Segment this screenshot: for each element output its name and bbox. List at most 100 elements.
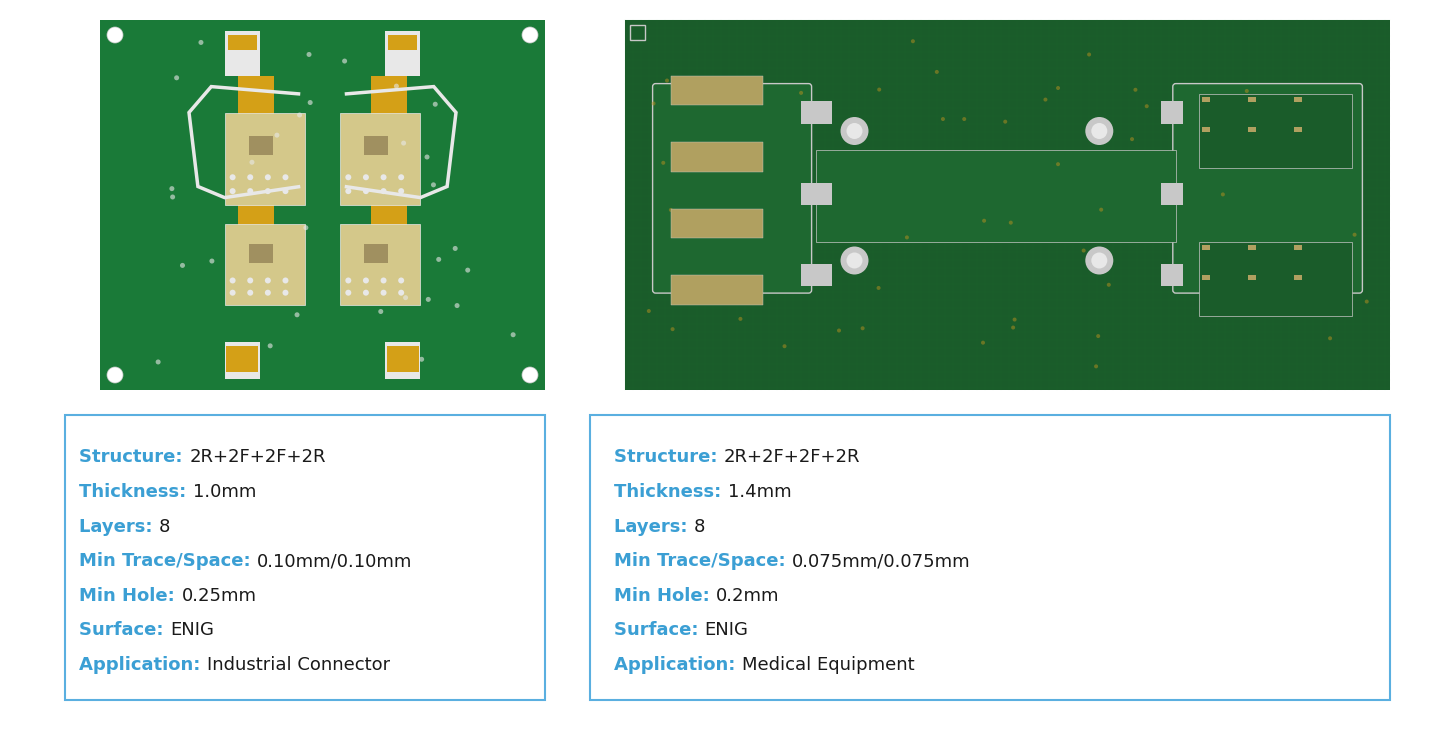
Bar [384,31,420,75]
Circle shape [1012,326,1014,329]
Circle shape [308,100,312,105]
Circle shape [1206,112,1209,116]
Bar [1248,97,1256,102]
Circle shape [295,312,299,318]
Bar [384,342,420,379]
Text: Min Trace/Space:: Min Trace/Space: [79,552,258,570]
Circle shape [453,246,458,251]
Circle shape [345,290,351,296]
Circle shape [174,75,178,80]
Circle shape [738,317,743,321]
Bar [671,209,763,238]
Circle shape [342,58,347,63]
Bar [229,35,233,48]
Bar [671,276,763,305]
Circle shape [380,174,387,181]
Circle shape [783,344,787,348]
Text: 1.4mm: 1.4mm [728,483,791,501]
Circle shape [106,367,122,383]
Text: Thickness:: Thickness: [614,483,728,501]
Bar [590,415,1390,700]
Circle shape [425,155,429,159]
Circle shape [282,290,288,296]
Circle shape [1094,364,1098,368]
Circle shape [1085,246,1114,274]
Circle shape [248,277,253,284]
Text: Application:: Application: [614,656,741,674]
Circle shape [1009,220,1013,225]
Circle shape [282,174,288,181]
Circle shape [861,326,865,330]
Bar [1199,242,1351,316]
Bar [340,113,420,205]
Circle shape [709,217,714,220]
Circle shape [876,286,881,290]
Bar [802,102,832,124]
Bar [394,35,399,48]
Circle shape [1091,123,1107,139]
Circle shape [1097,334,1101,338]
Circle shape [399,174,404,181]
Bar [1248,127,1256,132]
Circle shape [963,117,966,121]
Circle shape [363,290,368,296]
Circle shape [1099,208,1104,212]
Text: 8: 8 [160,517,171,536]
Circle shape [230,277,236,284]
Circle shape [1130,137,1134,142]
Bar [1160,264,1183,287]
Circle shape [522,367,538,383]
Circle shape [455,303,459,308]
Circle shape [686,166,689,170]
Circle shape [304,226,308,230]
Circle shape [1043,97,1048,102]
Circle shape [837,329,840,332]
Circle shape [399,277,404,284]
Circle shape [399,290,404,296]
Bar [237,75,273,279]
Bar [65,415,545,700]
Bar [224,223,305,305]
Bar [802,183,832,205]
Circle shape [394,83,399,88]
Circle shape [380,188,387,194]
Bar [1294,245,1301,250]
Circle shape [282,188,288,194]
Bar [1202,245,1210,250]
Bar [340,223,420,305]
Bar [630,25,645,40]
Text: Thickness:: Thickness: [79,483,193,501]
Circle shape [378,309,383,314]
Circle shape [465,268,471,273]
Text: Min Hole:: Min Hole: [614,587,717,605]
Circle shape [522,27,538,43]
Circle shape [426,297,430,302]
Bar [371,75,407,279]
Bar [400,35,404,48]
Circle shape [1284,250,1288,254]
Bar [1294,275,1301,279]
Bar [226,346,259,371]
Circle shape [230,174,236,181]
Circle shape [1003,119,1007,124]
Bar [249,136,272,155]
Circle shape [345,174,351,181]
Circle shape [307,52,311,57]
Bar [1248,245,1256,250]
Circle shape [646,309,650,313]
Circle shape [1328,336,1333,340]
Bar [1294,97,1301,102]
Circle shape [827,185,832,189]
Circle shape [1144,104,1148,108]
Circle shape [199,40,203,45]
Circle shape [1082,248,1085,253]
Bar [406,35,410,48]
Circle shape [1276,256,1281,261]
Circle shape [436,257,442,262]
Text: 1.0mm: 1.0mm [193,483,256,501]
Text: Surface:: Surface: [79,621,170,640]
Bar [1202,127,1210,132]
Circle shape [905,235,909,240]
Bar [671,75,763,105]
Circle shape [935,70,938,74]
